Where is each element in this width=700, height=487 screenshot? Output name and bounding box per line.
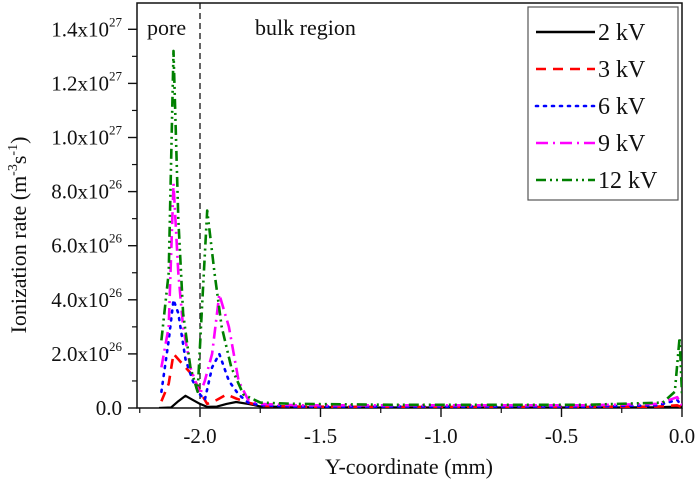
y-tick-label: 1.2x1027 [51,68,122,95]
x-axis: -2.0 -1.5 -1.0 -0.5 0.0 [139,408,695,448]
y-tick-label: 1.0x1027 [51,123,122,150]
legend-label: 2 kV [598,20,646,46]
legend-label: 12 kV [598,168,658,194]
legend: 2 kV 3 kV 6 kV 9 kV 12 kV [527,6,679,201]
y-axis-title-end: ) [6,137,31,144]
y-tick-label: 8.0x1026 [51,177,122,204]
y-tick-label: 1.4x1027 [51,14,122,41]
y-tick-label: 0.0 [96,396,122,420]
legend-label: 3 kV [598,57,646,83]
series-line-9-kv [160,182,682,407]
series-line-6-kv [160,298,682,408]
y-axis-title-mid: s [6,156,31,165]
series-group [158,49,682,408]
legend-label: 6 kV [598,94,646,120]
x-tick-label: -2.0 [183,424,216,448]
x-tick-label: -0.5 [545,424,578,448]
y-tick-label: 2.0x1026 [51,339,122,366]
x-tick-label: -1.5 [304,424,337,448]
x-tick-label: 0.0 [669,424,695,448]
series-line-2-kv [158,394,682,408]
y-axis-title-sup2: -1 [6,144,21,156]
y-tick-label: 6.0x1026 [51,231,122,258]
series-line-3-kv [160,352,682,408]
series-line-12-kv [160,49,682,407]
y-axis-title-main: Ionization rate (m [6,176,31,334]
x-axis-title: Y-coordinate (mm) [325,454,493,479]
annotation-pore: pore [147,15,186,40]
y-axis-title-sup1: -3 [6,164,21,176]
y-tick-label: 4.0x1026 [51,285,122,312]
annotation-bulk-region: bulk region [255,15,356,40]
y-axis-title: Ionization rate (m-3s-1) [6,137,31,334]
y-axis: 0.0 2.0x1026 4.0x1026 6.0x1026 8.0x1026 1.0x1… [51,14,137,420]
legend-box [527,6,679,201]
legend-label: 9 kV [598,131,646,157]
x-tick-label: -1.0 [424,424,457,448]
